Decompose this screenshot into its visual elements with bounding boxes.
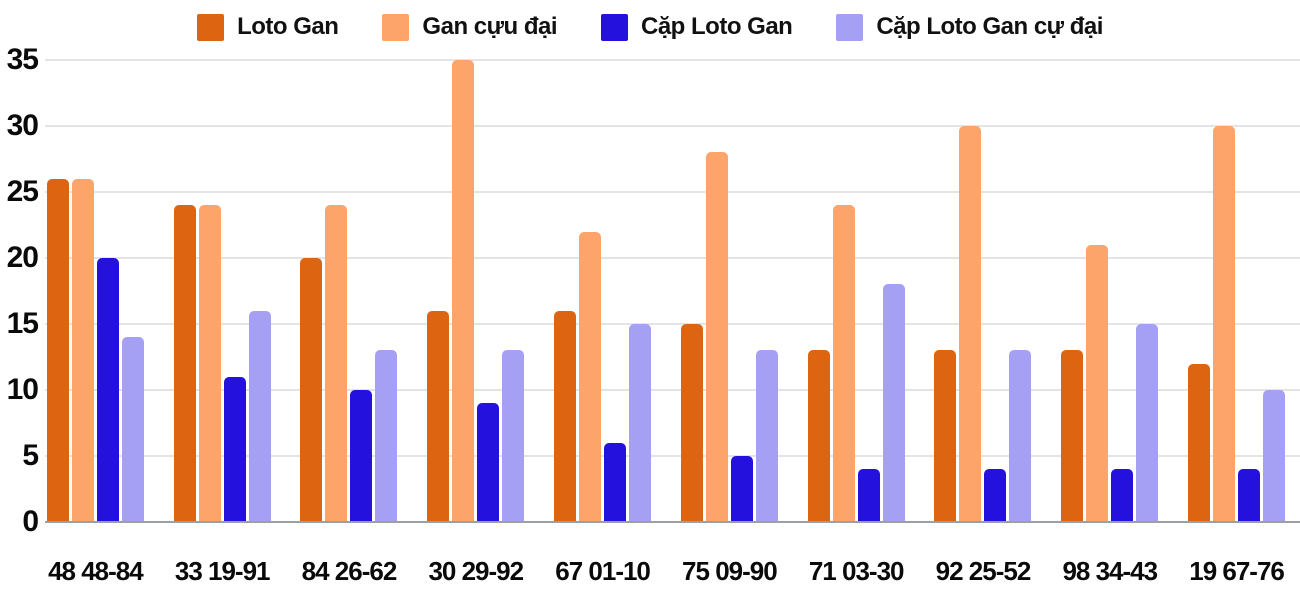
legend-label: Cặp Loto Gan cự đại xyxy=(876,13,1103,40)
bar-groups xyxy=(32,60,1300,522)
bar-group-1 xyxy=(159,60,286,522)
legend-item-3[interactable]: Cặp Loto Gan cự đại xyxy=(836,13,1103,41)
bar-98_34-43-series-1[interactable] xyxy=(1086,244,1109,522)
bar-71_03-30-series-3[interactable] xyxy=(882,284,905,522)
bar-67_01-10-series-0[interactable] xyxy=(554,310,577,522)
bar-33_19-91-series-0[interactable] xyxy=(173,205,196,522)
y-tick-label: 10 xyxy=(6,373,39,406)
x-category-label: 19 67-76 xyxy=(1189,556,1285,586)
x-category-label: 75 09-90 xyxy=(682,556,778,586)
legend-swatch-icon xyxy=(382,13,410,41)
bar-30_29-92-series-3[interactable] xyxy=(502,350,525,522)
bar-84_26-62-series-1[interactable] xyxy=(325,205,348,522)
x-category-label: 84 26-62 xyxy=(301,556,398,586)
bar-98_34-43-series-0[interactable] xyxy=(1061,350,1084,522)
x-category-label: 98 34-43 xyxy=(1062,556,1158,586)
gridline xyxy=(45,125,1300,127)
bar-71_03-30-series-1[interactable] xyxy=(832,205,855,522)
legend-item-0[interactable]: Loto Gan xyxy=(197,13,339,41)
bar-98_34-43-series-2[interactable] xyxy=(1111,469,1134,522)
y-tick-label: 0 xyxy=(22,505,39,538)
gridline xyxy=(45,455,1300,457)
bar-67_01-10-series-3[interactable] xyxy=(629,324,652,522)
gridline xyxy=(45,59,1300,61)
x-category-label: 92 25-52 xyxy=(935,556,1032,586)
legend-label: Cặp Loto Gan xyxy=(641,13,793,40)
x-category-label: 71 03-30 xyxy=(808,556,905,586)
legend-swatch-icon xyxy=(836,13,864,41)
x-axis-labels: 48 48-84 33 19-91 84 26-62 30 29-92 67 01-10… xyxy=(32,556,1300,587)
bar-84_26-62-series-2[interactable] xyxy=(350,390,373,522)
bar-67_01-10-series-2[interactable] xyxy=(604,442,627,522)
bar-30_29-92-series-1[interactable] xyxy=(452,60,475,522)
bar-75_09-90-series-3[interactable] xyxy=(755,350,778,522)
gridline xyxy=(45,389,1300,391)
legend-item-1[interactable]: Gan cựu đại xyxy=(382,13,557,41)
bar-group-0 xyxy=(32,60,159,522)
bar-48_48-84-series-2[interactable] xyxy=(96,258,119,522)
bar-33_19-91-series-3[interactable] xyxy=(248,310,271,522)
plot-area xyxy=(45,59,1300,523)
x-category-label: 30 29-92 xyxy=(428,556,524,586)
legend-label: Loto Gan xyxy=(237,13,339,40)
bar-92_25-52-series-1[interactable] xyxy=(959,126,982,522)
x-category-label: 48 48-84 xyxy=(48,556,144,586)
y-tick-label: 30 xyxy=(6,109,39,142)
bar-92_25-52-series-3[interactable] xyxy=(1009,350,1032,522)
bar-48_48-84-series-1[interactable] xyxy=(71,178,94,522)
y-tick-label: 25 xyxy=(6,175,39,208)
bar-19_67-76-series-0[interactable] xyxy=(1188,363,1211,522)
bar-group-3 xyxy=(412,60,539,522)
bar-19_67-76-series-2[interactable] xyxy=(1238,469,1261,522)
bar-84_26-62-series-0[interactable] xyxy=(300,258,323,522)
x-category-label: 67 01-10 xyxy=(555,556,651,586)
bar-84_26-62-series-3[interactable] xyxy=(375,350,398,522)
bar-30_29-92-series-2[interactable] xyxy=(477,403,500,522)
legend-item-2[interactable]: Cặp Loto Gan xyxy=(601,13,793,41)
y-tick-label: 35 xyxy=(6,43,39,76)
chart-legend: Loto Gan Gan cựu đại Cặp Loto Gan Cặp Loto … xyxy=(0,6,1300,48)
x-axis-line xyxy=(45,521,1300,523)
y-tick-label: 20 xyxy=(6,241,39,274)
gridline xyxy=(45,257,1300,259)
bar-71_03-30-series-2[interactable] xyxy=(857,469,880,522)
bar-group-5 xyxy=(666,60,793,522)
bar-group-4 xyxy=(539,60,666,522)
bar-33_19-91-series-2[interactable] xyxy=(223,376,246,522)
bar-92_25-52-series-2[interactable] xyxy=(984,469,1007,522)
bar-75_09-90-series-2[interactable] xyxy=(730,456,753,522)
y-tick-label: 5 xyxy=(22,439,39,472)
bar-75_09-90-series-1[interactable] xyxy=(705,152,728,522)
bar-group-2 xyxy=(286,60,413,522)
bar-67_01-10-series-1[interactable] xyxy=(579,231,602,522)
bar-75_09-90-series-0[interactable] xyxy=(680,324,703,522)
bar-71_03-30-series-0[interactable] xyxy=(807,350,830,522)
bar-33_19-91-series-1[interactable] xyxy=(198,205,221,522)
gridline xyxy=(45,191,1300,193)
bar-30_29-92-series-0[interactable] xyxy=(427,310,450,522)
legend-swatch-icon xyxy=(601,13,628,41)
legend-label: Gan cựu đại xyxy=(422,13,557,40)
bar-group-9 xyxy=(1173,60,1300,522)
gridline xyxy=(45,323,1300,325)
bar-19_67-76-series-3[interactable] xyxy=(1263,390,1286,522)
x-category-label: 33 19-91 xyxy=(174,556,271,586)
bar-98_34-43-series-3[interactable] xyxy=(1136,324,1159,522)
bar-group-8 xyxy=(1046,60,1173,522)
bar-group-7 xyxy=(920,60,1047,522)
bar-92_25-52-series-0[interactable] xyxy=(934,350,957,522)
bar-48_48-84-series-3[interactable] xyxy=(121,337,144,522)
bar-group-6 xyxy=(793,60,920,522)
bar-19_67-76-series-1[interactable] xyxy=(1213,126,1236,522)
legend-swatch-icon xyxy=(197,13,225,41)
bar-48_48-84-series-0[interactable] xyxy=(46,178,69,522)
y-tick-label: 15 xyxy=(6,307,39,340)
